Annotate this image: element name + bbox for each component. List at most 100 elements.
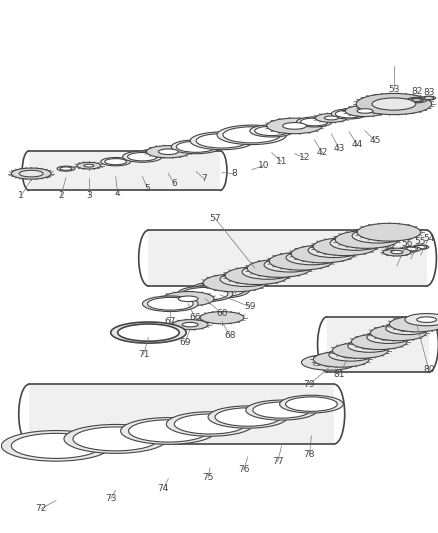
Ellipse shape — [279, 395, 343, 413]
Ellipse shape — [215, 408, 280, 426]
Text: 1: 1 — [18, 191, 24, 200]
Ellipse shape — [313, 363, 321, 366]
Text: 82: 82 — [410, 87, 421, 95]
Ellipse shape — [158, 149, 178, 155]
Ellipse shape — [400, 246, 420, 252]
Ellipse shape — [359, 343, 379, 349]
Text: 72: 72 — [35, 504, 47, 513]
Ellipse shape — [182, 322, 198, 327]
Text: 58: 58 — [382, 244, 394, 253]
Text: 2: 2 — [58, 191, 64, 200]
Ellipse shape — [347, 340, 391, 352]
Ellipse shape — [312, 238, 376, 256]
Ellipse shape — [334, 231, 398, 248]
Ellipse shape — [122, 151, 162, 162]
Ellipse shape — [264, 257, 315, 272]
Polygon shape — [148, 230, 426, 286]
Ellipse shape — [190, 281, 249, 298]
Ellipse shape — [268, 252, 332, 270]
Text: 56: 56 — [400, 239, 412, 248]
Text: 6: 6 — [171, 179, 177, 188]
Text: 57: 57 — [209, 214, 220, 223]
Text: 59: 59 — [244, 302, 255, 311]
Text: 69: 69 — [179, 338, 191, 347]
Text: 78: 78 — [303, 450, 314, 459]
Text: 5: 5 — [144, 184, 150, 193]
Ellipse shape — [355, 93, 431, 115]
Ellipse shape — [299, 254, 323, 261]
Ellipse shape — [335, 110, 362, 118]
Ellipse shape — [216, 125, 286, 144]
Ellipse shape — [365, 232, 389, 239]
Ellipse shape — [412, 245, 427, 249]
Ellipse shape — [331, 109, 366, 119]
Ellipse shape — [356, 223, 420, 241]
Ellipse shape — [382, 248, 410, 256]
Ellipse shape — [64, 424, 167, 454]
Ellipse shape — [223, 127, 280, 143]
Text: 45: 45 — [368, 136, 380, 146]
Ellipse shape — [219, 272, 271, 287]
Text: 74: 74 — [157, 484, 169, 493]
Ellipse shape — [423, 96, 433, 100]
Text: 55: 55 — [413, 237, 424, 246]
Ellipse shape — [120, 417, 215, 445]
Ellipse shape — [321, 247, 345, 254]
Ellipse shape — [332, 343, 387, 358]
Ellipse shape — [277, 262, 301, 268]
Text: 67: 67 — [164, 317, 176, 326]
Text: 76: 76 — [237, 465, 249, 474]
Text: 3: 3 — [86, 191, 92, 200]
Text: 53: 53 — [387, 85, 399, 94]
Ellipse shape — [117, 324, 179, 341]
Ellipse shape — [366, 331, 410, 343]
Ellipse shape — [314, 114, 346, 123]
Ellipse shape — [241, 265, 293, 279]
Ellipse shape — [385, 322, 428, 335]
Ellipse shape — [340, 352, 360, 358]
Ellipse shape — [84, 164, 94, 167]
Ellipse shape — [409, 98, 423, 102]
Ellipse shape — [77, 163, 101, 169]
Ellipse shape — [324, 116, 337, 120]
Ellipse shape — [101, 157, 130, 166]
Ellipse shape — [249, 125, 293, 137]
Text: 68: 68 — [224, 331, 235, 340]
Ellipse shape — [1, 431, 110, 461]
Ellipse shape — [208, 406, 287, 428]
Ellipse shape — [73, 427, 158, 451]
Ellipse shape — [411, 99, 421, 101]
Text: 73: 73 — [105, 494, 116, 503]
Ellipse shape — [60, 167, 72, 170]
Ellipse shape — [195, 283, 244, 297]
Ellipse shape — [421, 96, 434, 100]
Ellipse shape — [301, 354, 356, 370]
Text: 4: 4 — [115, 189, 120, 198]
Ellipse shape — [110, 322, 186, 343]
Ellipse shape — [356, 109, 372, 113]
Ellipse shape — [378, 335, 398, 340]
Ellipse shape — [172, 320, 208, 329]
Ellipse shape — [225, 266, 288, 285]
Ellipse shape — [282, 123, 306, 129]
Ellipse shape — [176, 141, 215, 152]
Ellipse shape — [233, 276, 257, 282]
Ellipse shape — [142, 296, 198, 312]
Ellipse shape — [254, 126, 288, 135]
Text: 77: 77 — [271, 457, 283, 466]
Ellipse shape — [174, 414, 245, 434]
Polygon shape — [327, 317, 427, 373]
Text: 80: 80 — [422, 365, 434, 374]
Ellipse shape — [286, 251, 337, 265]
Ellipse shape — [397, 326, 417, 332]
Text: 44: 44 — [351, 140, 362, 149]
Ellipse shape — [406, 98, 426, 103]
Ellipse shape — [371, 98, 415, 110]
Text: 10: 10 — [258, 161, 269, 170]
Text: 43: 43 — [333, 144, 344, 154]
Ellipse shape — [190, 132, 253, 150]
Ellipse shape — [307, 243, 359, 257]
Ellipse shape — [266, 118, 321, 134]
Ellipse shape — [203, 274, 266, 292]
Ellipse shape — [290, 245, 354, 263]
